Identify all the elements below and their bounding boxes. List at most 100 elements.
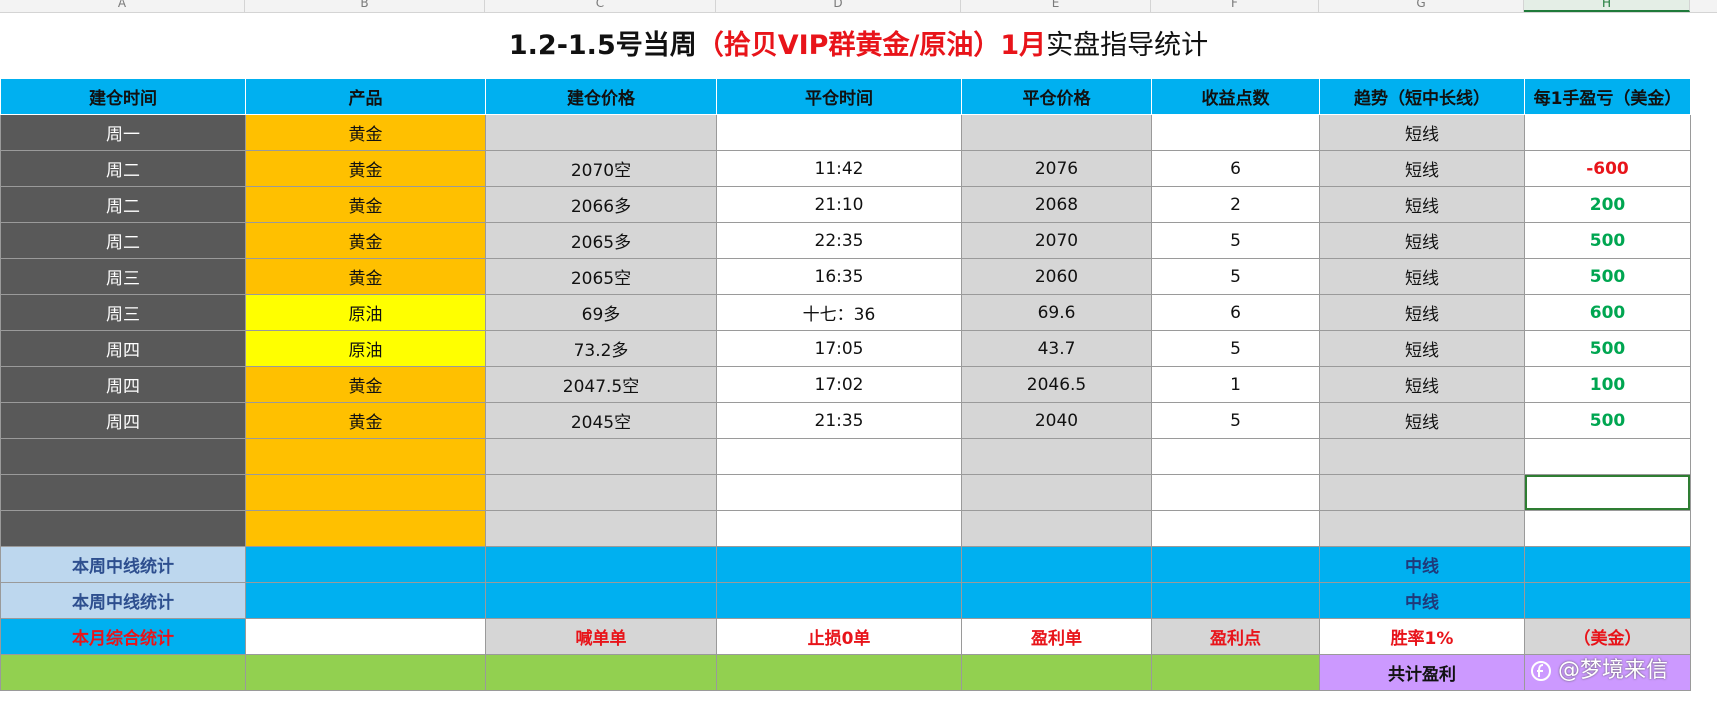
cell-open-price[interactable] xyxy=(485,114,717,151)
cell-product[interactable] xyxy=(245,510,486,547)
cell-open-price[interactable] xyxy=(485,510,717,547)
summary-cell[interactable] xyxy=(485,546,717,583)
cell-points[interactable]: 5 xyxy=(1151,222,1320,259)
total-cell[interactable] xyxy=(961,654,1152,691)
cell-product[interactable] xyxy=(245,438,486,475)
cell-pnl[interactable]: 500 xyxy=(1524,222,1691,259)
cell-product[interactable]: 黄金 xyxy=(245,402,486,439)
cell-open-time[interactable]: 周二 xyxy=(0,222,246,259)
summary-cell[interactable] xyxy=(245,582,486,619)
column-header-f[interactable]: F xyxy=(1151,0,1319,12)
cell-product[interactable] xyxy=(245,474,486,511)
cell-open-time[interactable] xyxy=(0,474,246,511)
cell-close-price[interactable]: 69.6 xyxy=(961,294,1152,331)
cell-product[interactable]: 原油 xyxy=(245,294,486,331)
cell-points[interactable]: 5 xyxy=(1151,258,1320,295)
total-cell[interactable] xyxy=(245,654,486,691)
summary-cell[interactable] xyxy=(716,582,962,619)
cell-open-price[interactable]: 2047.5空 xyxy=(485,366,717,403)
total-cell[interactable] xyxy=(485,654,717,691)
cell-close-time[interactable] xyxy=(716,510,962,547)
cell-close-time[interactable]: 21:35 xyxy=(716,402,962,439)
month-winrate[interactable]: 胜率1% xyxy=(1319,618,1525,655)
cell-open-time[interactable]: 周三 xyxy=(0,258,246,295)
cell-close-time[interactable] xyxy=(716,438,962,475)
cell-pnl[interactable]: -600 xyxy=(1524,150,1691,187)
cell-close-price[interactable] xyxy=(961,114,1152,151)
cell-points[interactable] xyxy=(1151,114,1320,151)
cell-close-price[interactable] xyxy=(961,438,1152,475)
month-stoploss[interactable]: 止损0单 xyxy=(716,618,962,655)
cell-open-time[interactable]: 周二 xyxy=(0,186,246,223)
cell-open-time[interactable] xyxy=(0,510,246,547)
cell-trend[interactable]: 短线 xyxy=(1319,366,1525,403)
total-label[interactable]: 共计盈利 xyxy=(1319,654,1525,691)
cell-close-price[interactable]: 2040 xyxy=(961,402,1152,439)
summary-cell[interactable] xyxy=(1151,582,1320,619)
header-close-time[interactable]: 平仓时间 xyxy=(716,78,962,115)
cell-product[interactable]: 原油 xyxy=(245,330,486,367)
cell-pnl[interactable] xyxy=(1524,438,1691,475)
cell-points[interactable] xyxy=(1151,510,1320,547)
cell-close-time[interactable] xyxy=(716,474,962,511)
month-summary-label[interactable]: 本月综合统计 xyxy=(0,618,246,655)
summary-cell[interactable] xyxy=(716,546,962,583)
header-close-price[interactable]: 平仓价格 xyxy=(961,78,1152,115)
summary-cell[interactable] xyxy=(245,546,486,583)
cell-open-price[interactable]: 2065多 xyxy=(485,222,717,259)
cell-points[interactable]: 5 xyxy=(1151,330,1320,367)
column-header-g[interactable]: G xyxy=(1319,0,1524,12)
column-header-b[interactable]: B xyxy=(245,0,485,12)
sheet-title[interactable]: 1.2-1.5号当周（拾贝VIP群黄金/原油）1月实盘指导统计 xyxy=(0,20,1717,72)
summary-cell[interactable] xyxy=(1524,582,1691,619)
cell-close-price[interactable]: 2060 xyxy=(961,258,1152,295)
cell-points[interactable] xyxy=(1151,438,1320,475)
summary-cell[interactable] xyxy=(245,618,486,655)
cell-close-price[interactable]: 2070 xyxy=(961,222,1152,259)
cell-trend[interactable]: 短线 xyxy=(1319,258,1525,295)
summary-cell[interactable] xyxy=(961,546,1152,583)
month-wins[interactable]: 盈利单 xyxy=(961,618,1152,655)
cell-close-price[interactable]: 2076 xyxy=(961,150,1152,187)
cell-trend[interactable]: 短线 xyxy=(1319,186,1525,223)
cell-pnl[interactable]: 200 xyxy=(1524,186,1691,223)
cell-open-time[interactable]: 周四 xyxy=(0,366,246,403)
cell-trend[interactable]: 短线 xyxy=(1319,114,1525,151)
cell-pnl[interactable]: 100 xyxy=(1524,366,1691,403)
cell-close-time[interactable]: 11:42 xyxy=(716,150,962,187)
cell-open-price[interactable]: 73.2多 xyxy=(485,330,717,367)
cell-product[interactable]: 黄金 xyxy=(245,114,486,151)
header-pnl[interactable]: 每1手盈亏（美金） xyxy=(1524,78,1691,115)
column-header-c[interactable]: C xyxy=(485,0,716,12)
header-points[interactable]: 收益点数 xyxy=(1151,78,1320,115)
cell-points[interactable]: 5 xyxy=(1151,402,1320,439)
cell-close-price[interactable] xyxy=(961,474,1152,511)
cell-open-price[interactable]: 2045空 xyxy=(485,402,717,439)
cell-close-time[interactable]: 22:35 xyxy=(716,222,962,259)
column-header-e[interactable]: E xyxy=(961,0,1151,12)
cell-open-time[interactable]: 周四 xyxy=(0,402,246,439)
cell-open-time[interactable]: 周四 xyxy=(0,330,246,367)
month-points[interactable]: 盈利点 xyxy=(1151,618,1320,655)
cell-close-price[interactable]: 43.7 xyxy=(961,330,1152,367)
cell-points[interactable]: 2 xyxy=(1151,186,1320,223)
cell-close-price[interactable]: 2068 xyxy=(961,186,1152,223)
summary-cell[interactable] xyxy=(961,582,1152,619)
cell-trend[interactable] xyxy=(1319,438,1525,475)
month-usd[interactable]: （美金） xyxy=(1524,618,1691,655)
cell-close-time[interactable]: 17:05 xyxy=(716,330,962,367)
header-open-price[interactable]: 建仓价格 xyxy=(485,78,717,115)
total-cell[interactable] xyxy=(716,654,962,691)
month-calls[interactable]: 喊单单 xyxy=(485,618,717,655)
cell-pnl[interactable] xyxy=(1524,114,1691,151)
cell-product[interactable]: 黄金 xyxy=(245,258,486,295)
cell-trend[interactable]: 短线 xyxy=(1319,294,1525,331)
total-value[interactable] xyxy=(1524,654,1691,691)
column-header-d[interactable]: D xyxy=(716,0,961,12)
cell-trend[interactable] xyxy=(1319,474,1525,511)
cell-trend[interactable]: 短线 xyxy=(1319,222,1525,259)
cell-open-price[interactable]: 2066多 xyxy=(485,186,717,223)
cell-points[interactable]: 1 xyxy=(1151,366,1320,403)
cell-trend[interactable]: 短线 xyxy=(1319,150,1525,187)
cell-close-time[interactable]: 17:02 xyxy=(716,366,962,403)
